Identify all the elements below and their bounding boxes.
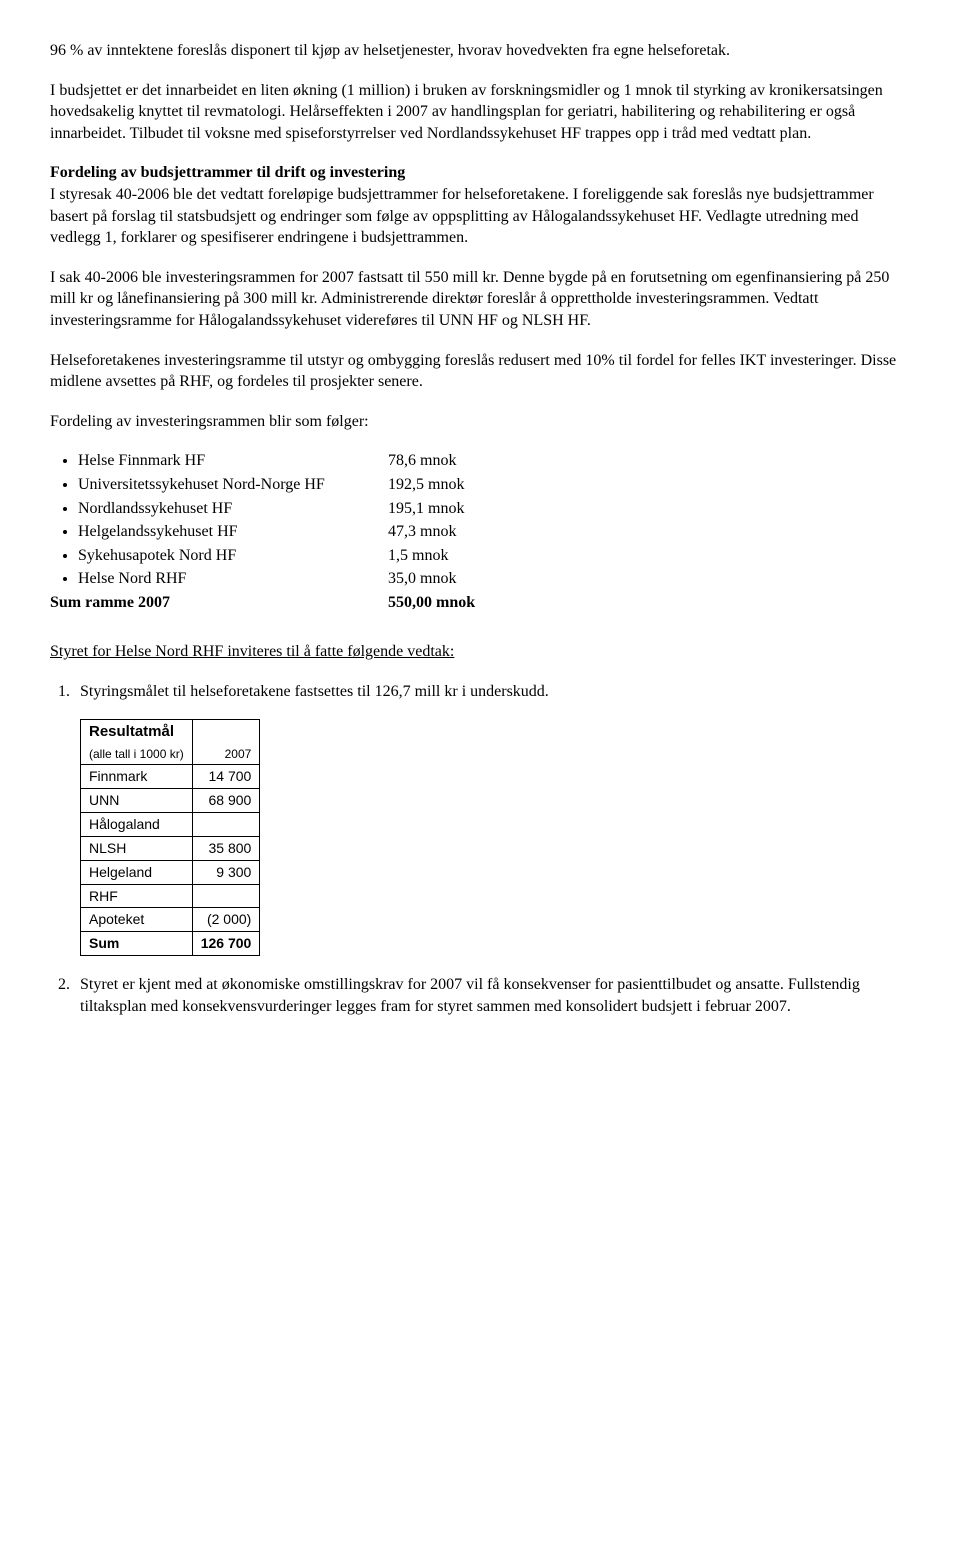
paragraph-1: 96 % av inntektene foreslås disponert ti… <box>50 40 910 62</box>
allocation-sum-value: 550,00 mnok <box>388 592 508 614</box>
vedtak-list-2: Styret er kjent med at økonomiske omstil… <box>50 974 910 1017</box>
result-row-value: 14 700 <box>192 765 260 789</box>
result-row-label: NLSH <box>81 836 193 860</box>
table-sum-row: Sum126 700 <box>81 932 260 956</box>
paragraph-3: Fordeling av budsjettrammer til drift og… <box>50 162 910 248</box>
allocation-item: Helgelandssykehuset HF47,3 mnok <box>78 521 910 543</box>
result-empty-header <box>192 719 260 744</box>
paragraph-2: I budsjettet er det innarbeidet en liten… <box>50 80 910 145</box>
table-row: NLSH35 800 <box>81 836 260 860</box>
allocation-item: Nordlandssykehuset HF195,1 mnok <box>78 498 910 520</box>
allocation-list: Helse Finnmark HF78,6 mnok Universitetss… <box>50 450 910 590</box>
result-sum-label: Sum <box>81 932 193 956</box>
allocation-value: 195,1 mnok <box>388 498 508 520</box>
result-row-value: 35 800 <box>192 836 260 860</box>
allocation-value: 192,5 mnok <box>388 474 508 496</box>
result-row-label: Finnmark <box>81 765 193 789</box>
allocation-sum-row: Sum ramme 2007 550,00 mnok <box>50 592 508 614</box>
paragraph-6: Fordeling av investeringsrammen blir som… <box>50 411 910 433</box>
result-subtitle: (alle tall i 1000 kr) <box>81 744 193 765</box>
table-row: UNN68 900 <box>81 788 260 812</box>
result-row-label: Apoteket <box>81 908 193 932</box>
section-heading-fordeling: Fordeling av budsjettrammer til drift og… <box>50 164 405 181</box>
result-row-label: RHF <box>81 884 193 908</box>
paragraph-3-body: I styresak 40-2006 ble det vedtatt forel… <box>50 186 874 246</box>
vedtak-list: Styringsmålet til helseforetakene fastse… <box>50 681 910 703</box>
paragraph-4: I sak 40-2006 ble investeringsrammen for… <box>50 267 910 332</box>
table-row: Apoteket(2 000) <box>81 908 260 932</box>
result-row-label: Hålogaland <box>81 812 193 836</box>
result-title: Resultatmål <box>81 719 193 744</box>
allocation-value: 1,5 mnok <box>388 545 508 567</box>
table-row: RHF <box>81 884 260 908</box>
result-row-value: 68 900 <box>192 788 260 812</box>
invite-line: Styret for Helse Nord RHF inviteres til … <box>50 641 910 663</box>
result-row-value <box>192 812 260 836</box>
allocation-item: Helse Nord RHF35,0 mnok <box>78 568 910 590</box>
allocation-label: Sykehusapotek Nord HF <box>78 545 388 567</box>
result-row-label: Helgeland <box>81 860 193 884</box>
allocation-label: Helse Finnmark HF <box>78 450 388 472</box>
table-row: Finnmark14 700 <box>81 765 260 789</box>
table-row: Hålogaland <box>81 812 260 836</box>
allocation-label: Nordlandssykehuset HF <box>78 498 388 520</box>
result-table: Resultatmål (alle tall i 1000 kr) 2007 F… <box>80 719 260 957</box>
vedtak-item-1: Styringsmålet til helseforetakene fastse… <box>74 681 910 703</box>
result-row-value <box>192 884 260 908</box>
allocation-label: Helse Nord RHF <box>78 568 388 590</box>
vedtak-item-2: Styret er kjent med at økonomiske omstil… <box>74 974 910 1017</box>
paragraph-5: Helseforetakenes investeringsramme til u… <box>50 350 910 393</box>
allocation-value: 47,3 mnok <box>388 521 508 543</box>
allocation-item: Helse Finnmark HF78,6 mnok <box>78 450 910 472</box>
allocation-item: Sykehusapotek Nord HF1,5 mnok <box>78 545 910 567</box>
result-row-label: UNN <box>81 788 193 812</box>
allocation-sum-label: Sum ramme 2007 <box>50 592 388 614</box>
allocation-item: Universitetssykehuset Nord-Norge HF192,5… <box>78 474 910 496</box>
allocation-label: Universitetssykehuset Nord-Norge HF <box>78 474 388 496</box>
result-sum-value: 126 700 <box>192 932 260 956</box>
allocation-value: 78,6 mnok <box>388 450 508 472</box>
result-year: 2007 <box>192 744 260 765</box>
table-row: Helgeland9 300 <box>81 860 260 884</box>
allocation-value: 35,0 mnok <box>388 568 508 590</box>
invite-text: Styret for Helse Nord RHF inviteres til … <box>50 643 454 660</box>
result-row-value: 9 300 <box>192 860 260 884</box>
allocation-label: Helgelandssykehuset HF <box>78 521 388 543</box>
result-row-value: (2 000) <box>192 908 260 932</box>
